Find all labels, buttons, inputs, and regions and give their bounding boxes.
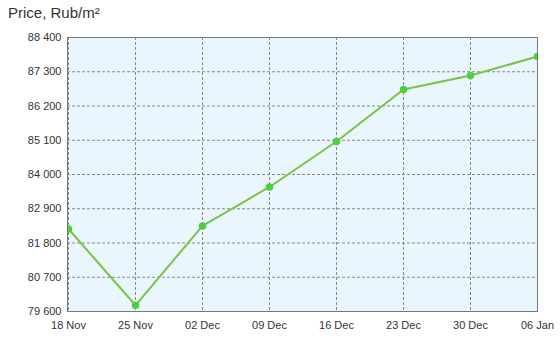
svg-text:81 800: 81 800 bbox=[28, 237, 62, 249]
svg-text:88 400: 88 400 bbox=[28, 31, 62, 43]
svg-text:02 Dec: 02 Dec bbox=[185, 319, 220, 331]
svg-text:80 700: 80 700 bbox=[28, 271, 62, 283]
svg-text:85 100: 85 100 bbox=[28, 134, 62, 146]
svg-text:79 600: 79 600 bbox=[28, 305, 62, 317]
svg-text:30 Dec: 30 Dec bbox=[453, 319, 488, 331]
html-text:Price, Rub/m²: Price, Rub/m² bbox=[8, 4, 100, 21]
svg-text:25 Nov: 25 Nov bbox=[118, 319, 153, 331]
svg-text:06 Jan: 06 Jan bbox=[521, 319, 554, 331]
svg-text:86 200: 86 200 bbox=[28, 100, 62, 112]
svg-text:16 Dec: 16 Dec bbox=[319, 319, 354, 331]
svg-text:84 000: 84 000 bbox=[28, 168, 62, 180]
svg-text:18 Nov: 18 Nov bbox=[51, 319, 86, 331]
svg-text:87 300: 87 300 bbox=[28, 65, 62, 77]
svg-text:23 Dec: 23 Dec bbox=[386, 319, 421, 331]
svg-text:09 Dec: 09 Dec bbox=[252, 319, 287, 331]
svg-text:82 900: 82 900 bbox=[28, 202, 62, 214]
